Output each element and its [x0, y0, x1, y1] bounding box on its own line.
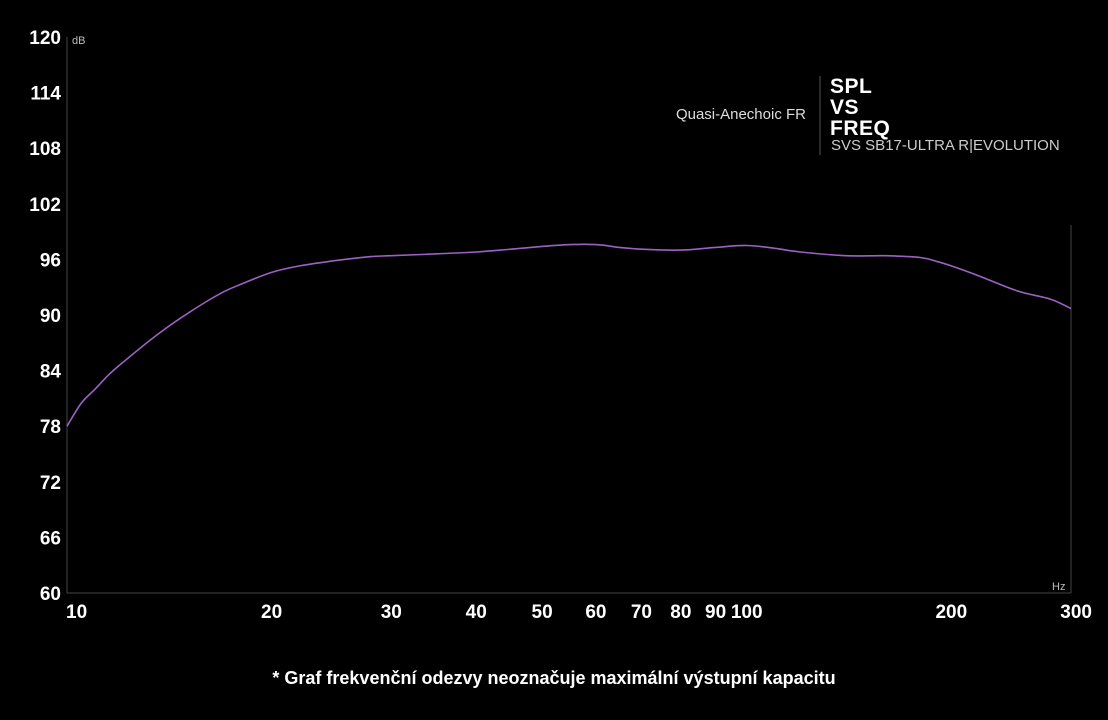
chart-subtitle: Quasi-Anechoic FR: [676, 106, 806, 123]
x-tick-label: 30: [381, 602, 402, 623]
y-tick-label: 60: [40, 584, 61, 605]
y-tick-label: 102: [29, 195, 61, 216]
x-unit-label: Hz: [1052, 581, 1065, 593]
y-tick-label: 72: [40, 473, 61, 494]
x-tick-label: 200: [935, 602, 967, 623]
y-tick-label: 114: [30, 84, 61, 105]
y-tick-label: 78: [40, 417, 61, 438]
x-tick-labels: 10 20 30 40 50 60 70 80 90 100 200 300: [66, 602, 1092, 623]
x-tick-label: 40: [466, 602, 487, 623]
y-tick-labels: 120 114 108 102 96 90 84 78 72 66 60: [29, 28, 61, 605]
x-tick-label: 100: [731, 602, 763, 623]
model-name: SVS SB17-ULTRA R|EVOLUTION: [831, 137, 1060, 154]
y-tick-label: 120: [29, 28, 61, 49]
y-tick-label: 96: [40, 250, 61, 271]
x-tick-label: 90: [705, 602, 726, 623]
chart-title-line-3: FREQ: [830, 117, 890, 140]
x-tick-label: 60: [585, 602, 606, 623]
y-tick-label: 108: [29, 139, 61, 160]
x-tick-label: 80: [670, 602, 691, 623]
x-tick-label: 20: [261, 602, 282, 623]
y-tick-label: 66: [40, 528, 61, 549]
chart-title-line-1: SPL: [830, 75, 872, 98]
x-tick-label: 70: [631, 602, 652, 623]
frequency-response-line: [66, 243, 1072, 427]
y-tick-label: 90: [40, 306, 61, 327]
footnote: * Graf frekvenční odezvy neoznačuje maxi…: [272, 668, 836, 688]
chart-title-line-2: VS: [830, 96, 859, 119]
x-tick-label: 300: [1060, 602, 1092, 623]
spl-frequency-chart: dB Hz Quasi-Anechoic FR SPL VS FREQ SVS …: [29, 28, 1092, 623]
x-tick-label: 50: [532, 602, 553, 623]
x-tick-label: 10: [66, 602, 87, 623]
y-tick-label: 84: [40, 362, 62, 383]
y-unit-label: dB: [72, 35, 85, 47]
